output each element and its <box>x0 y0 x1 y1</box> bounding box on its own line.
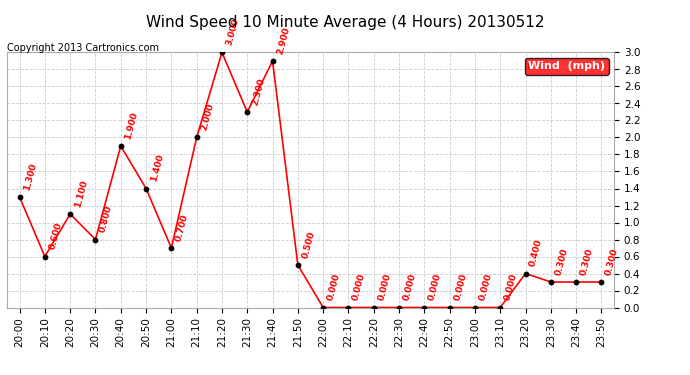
Text: 0.400: 0.400 <box>529 238 544 268</box>
Point <box>65 211 76 217</box>
Point <box>14 194 25 200</box>
Text: 0.000: 0.000 <box>402 273 417 302</box>
Text: 0.000: 0.000 <box>326 273 342 302</box>
Legend: Wind  (mph): Wind (mph) <box>525 58 609 75</box>
Text: 1.300: 1.300 <box>22 162 39 192</box>
Text: 1.900: 1.900 <box>124 111 139 141</box>
Text: 0.600: 0.600 <box>48 222 63 251</box>
Text: 1.400: 1.400 <box>149 153 165 183</box>
Point <box>444 304 455 310</box>
Text: Copyright 2013 Cartronics.com: Copyright 2013 Cartronics.com <box>7 43 159 53</box>
Point <box>469 304 480 310</box>
Point <box>191 135 202 141</box>
Point <box>241 109 253 115</box>
Text: 0.700: 0.700 <box>174 213 190 243</box>
Text: 0.000: 0.000 <box>453 273 469 302</box>
Point <box>596 279 607 285</box>
Point <box>90 237 101 243</box>
Text: 2.300: 2.300 <box>250 77 266 106</box>
Text: Wind Speed 10 Minute Average (4 Hours) 20130512: Wind Speed 10 Minute Average (4 Hours) 2… <box>146 15 544 30</box>
Text: 2.000: 2.000 <box>199 103 215 132</box>
Text: 0.500: 0.500 <box>301 230 317 260</box>
Text: 2.900: 2.900 <box>275 26 291 56</box>
Point <box>267 58 278 64</box>
Point <box>520 270 531 276</box>
Point <box>393 304 404 310</box>
Point <box>166 245 177 251</box>
Text: 0.000: 0.000 <box>377 273 393 302</box>
Text: 0.000: 0.000 <box>351 273 367 302</box>
Point <box>293 262 304 268</box>
Point <box>368 304 380 310</box>
Point <box>419 304 430 310</box>
Point <box>141 186 152 192</box>
Text: 0.000: 0.000 <box>503 273 519 302</box>
Point <box>545 279 556 285</box>
Point <box>495 304 506 310</box>
Text: 0.800: 0.800 <box>98 205 114 234</box>
Point <box>343 304 354 310</box>
Point <box>571 279 582 285</box>
Text: 0.300: 0.300 <box>579 247 595 276</box>
Point <box>317 304 328 310</box>
Point <box>39 254 50 260</box>
Text: 0.300: 0.300 <box>553 247 569 276</box>
Point <box>115 143 126 149</box>
Text: 0.000: 0.000 <box>477 273 493 302</box>
Text: 3.000: 3.000 <box>225 18 241 47</box>
Text: 1.100: 1.100 <box>73 179 89 209</box>
Text: 0.000: 0.000 <box>427 273 443 302</box>
Text: 0.300: 0.300 <box>604 247 620 276</box>
Point <box>217 50 228 55</box>
